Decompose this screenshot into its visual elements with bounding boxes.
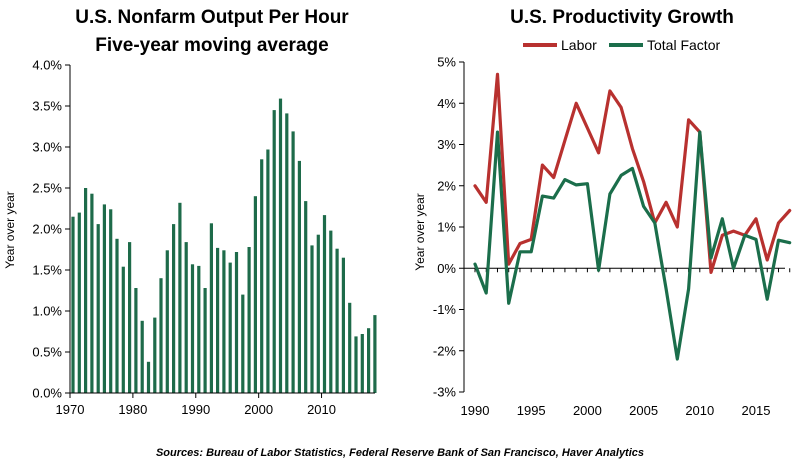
bar — [228, 262, 232, 393]
bar — [84, 188, 88, 393]
bar — [354, 336, 358, 393]
left-bar-group — [71, 98, 377, 394]
bar — [140, 320, 144, 393]
left-y-tick-label: 2.0% — [32, 222, 62, 237]
left-y-tick-label: 0.0% — [32, 386, 62, 401]
bar — [134, 288, 138, 393]
right-chart-title: U.S. Productivity Growth — [510, 7, 734, 28]
right-x-tick-label: 1990 — [461, 403, 490, 418]
right-line-group — [473, 72, 792, 361]
right-y-tick-label: 1% — [437, 220, 456, 235]
right-x-tick-label: 2015 — [742, 403, 771, 418]
left-y-tick-label: 2.5% — [32, 181, 62, 196]
bar — [310, 245, 314, 393]
left-x-tick-label: 2010 — [307, 402, 336, 417]
bar — [272, 110, 276, 393]
bar — [247, 247, 251, 393]
bar — [184, 242, 188, 393]
bar — [260, 159, 264, 393]
bar — [335, 248, 339, 393]
bar — [304, 201, 308, 393]
right-y-tick-label: 0% — [437, 261, 456, 276]
bar — [109, 209, 113, 393]
bar — [285, 113, 289, 394]
left-chart: U.S. Nonfarm Output Per Hour Five-year m… — [3, 7, 377, 417]
legend-labor-label: Labor — [561, 37, 597, 53]
left-axes: 0.0% 0.5% 1.0% 1.5% 2.0% 2.5% 3.0% 3.5% 4.0% 1970… — [32, 58, 375, 417]
legend-total-factor-label: Total Factor — [647, 37, 720, 53]
bar — [190, 264, 195, 393]
bar — [297, 160, 301, 393]
left-chart-title: U.S. Nonfarm Output Per Hour — [75, 7, 349, 28]
bar — [241, 294, 245, 393]
bar — [291, 131, 295, 393]
bar — [71, 216, 75, 393]
right-y-tick-label: -1% — [433, 302, 457, 317]
right-x-tick-label: 2000 — [573, 403, 602, 418]
right-y-tick-label: 2% — [437, 178, 456, 193]
right-y-tick-label: -2% — [433, 343, 457, 358]
bar — [121, 266, 125, 393]
left-x-tick-label: 1970 — [56, 402, 85, 417]
bar — [216, 247, 220, 393]
left-y-tick-label: 3.0% — [32, 140, 62, 155]
labor-series-line — [473, 72, 792, 274]
bar — [90, 193, 94, 393]
bar — [234, 252, 239, 393]
bar — [222, 250, 226, 393]
left-y-tick-label: 1.5% — [32, 263, 62, 278]
bar — [266, 149, 270, 393]
right-y-tick-label: 5% — [437, 55, 456, 70]
bar — [115, 238, 119, 393]
right-x-tick-label: 1995 — [517, 403, 546, 418]
bar — [197, 265, 201, 393]
source-note: Sources: Bureau of Labor Statistics, Fed… — [156, 447, 644, 459]
bar — [153, 317, 157, 393]
right-x-tick-label: 2010 — [685, 403, 714, 418]
bar — [348, 302, 352, 393]
bar — [209, 223, 213, 393]
bar — [360, 334, 364, 393]
left-y-tick-label: 0.5% — [32, 345, 62, 360]
right-y-tick-label: 3% — [437, 137, 456, 152]
bar — [165, 250, 169, 393]
left-y-tick-label: 1.0% — [32, 304, 62, 319]
bar — [128, 242, 132, 393]
bar — [316, 234, 320, 393]
bar — [253, 196, 257, 393]
right-axes: -3% -2% -1% 0% 1% 2% 3% 4% 5% 1990 1995 2000 2005 201… — [433, 55, 791, 418]
bar — [172, 224, 176, 393]
bar — [203, 288, 207, 393]
left-y-tick-label: 3.5% — [32, 99, 62, 114]
bar — [322, 215, 327, 393]
left-x-tick-label: 2000 — [244, 402, 273, 417]
right-y-tick-label: -3% — [433, 385, 457, 400]
total-factor-series-line — [473, 130, 792, 361]
legend: Labor Total Factor — [523, 37, 720, 53]
left-y-tick-label: 4.0% — [32, 58, 62, 73]
left-chart-subtitle: Five-year moving average — [95, 35, 328, 56]
bar — [178, 202, 182, 393]
left-x-tick-label: 1990 — [181, 402, 210, 417]
bar — [373, 315, 377, 393]
left-x-tick-label: 1980 — [118, 402, 147, 417]
bar — [367, 328, 371, 393]
bar — [146, 361, 151, 393]
bar — [159, 278, 163, 393]
right-y-axis-label: Year over year — [413, 193, 427, 271]
right-chart: U.S. Productivity Growth Labor Total Fac… — [413, 7, 792, 418]
left-y-axis-label: Year over year — [3, 191, 17, 269]
right-y-tick-label: 4% — [437, 96, 456, 111]
right-x-tick-label: 2005 — [629, 403, 658, 418]
bar — [329, 230, 333, 393]
bar — [77, 212, 81, 393]
bar — [96, 224, 100, 393]
bar — [278, 98, 283, 393]
bar — [102, 204, 106, 393]
bar — [341, 257, 345, 393]
